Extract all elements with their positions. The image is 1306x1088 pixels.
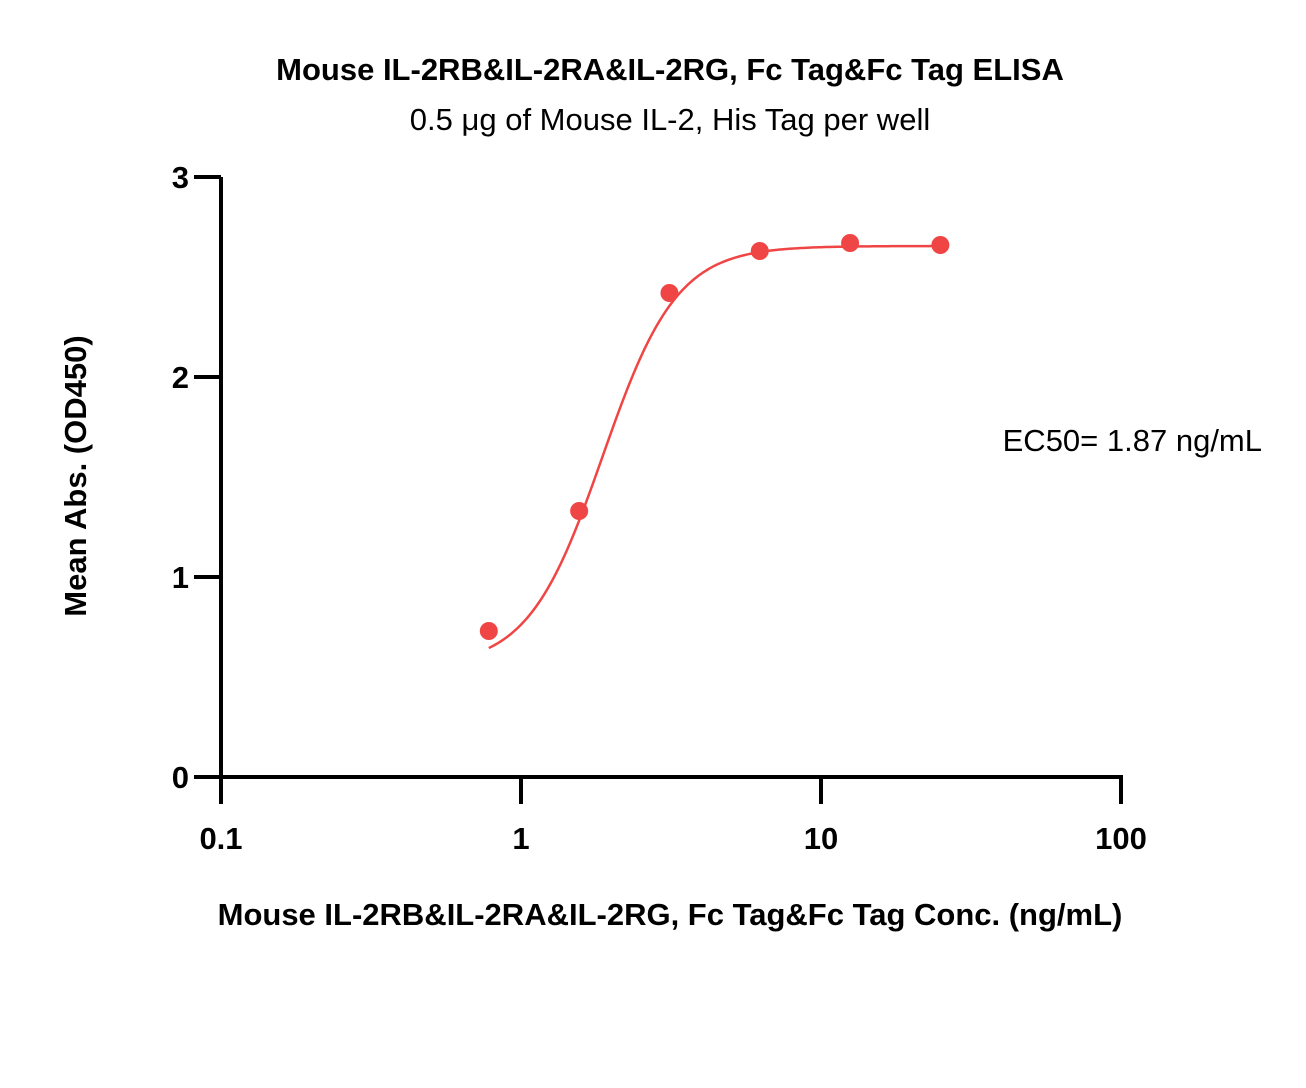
data-point xyxy=(841,234,860,252)
data-point xyxy=(479,622,498,640)
y-axis-title: Mean Abs. (OD450) xyxy=(58,335,93,616)
data-point xyxy=(660,284,679,302)
x-tick-label: 10 xyxy=(804,821,838,856)
ec50-annotation: EC50= 1.87 ng/mL xyxy=(1003,423,1262,458)
y-tick-label: 0 xyxy=(172,760,189,795)
data-points xyxy=(479,234,950,640)
x-tick-label: 1 xyxy=(512,821,529,856)
ticks: 0 1 2 3 0.1 1 10 100 xyxy=(172,160,1147,856)
fit-curves xyxy=(488,244,941,650)
fit-curve xyxy=(488,244,941,650)
y-tick-label: 3 xyxy=(172,160,189,195)
data-point xyxy=(931,236,950,254)
chart-title: Mouse IL-2RB&IL-2RA&IL-2RG, Fc Tag&Fc Ta… xyxy=(276,52,1064,87)
x-tick-label: 100 xyxy=(1095,821,1147,856)
x-axis-title: Mouse IL-2RB&IL-2RA&IL-2RG, Fc Tag&Fc Ta… xyxy=(218,897,1123,932)
chart-subtitle: 0.5 μg of Mouse IL-2, His Tag per well xyxy=(410,102,930,137)
x-tick-label: 0.1 xyxy=(199,821,242,856)
axes xyxy=(219,177,1123,779)
data-point xyxy=(570,502,589,520)
y-tick-label: 1 xyxy=(172,560,189,595)
data-point xyxy=(750,242,769,260)
y-tick-label: 2 xyxy=(172,360,189,395)
